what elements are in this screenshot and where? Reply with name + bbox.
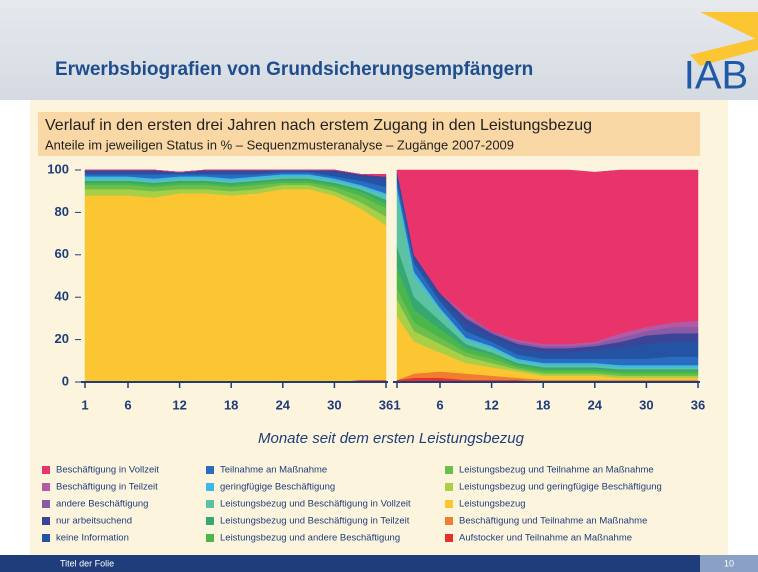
legend-swatch bbox=[445, 534, 453, 542]
x-tick-label: 36 bbox=[691, 397, 705, 412]
legend-swatch bbox=[445, 517, 453, 525]
x-tick-label: 30 bbox=[639, 397, 653, 412]
legend-label: Beschäftigung in Teilzeit bbox=[56, 482, 158, 493]
page-number-box bbox=[700, 555, 758, 572]
x-tick-label: 18 bbox=[224, 397, 238, 412]
y-tick-label: 40 bbox=[55, 289, 69, 304]
chart-subtitle: Anteile im jeweiligen Status in % – Sequ… bbox=[45, 137, 514, 152]
legend-swatch bbox=[445, 466, 453, 474]
legend-label: Leistungsbezug und geringfügige Beschäft… bbox=[459, 482, 662, 493]
legend-swatch bbox=[206, 517, 214, 525]
logo-text: IAB bbox=[684, 54, 748, 98]
logo: IAB bbox=[684, 12, 758, 98]
x-tick-label: 18 bbox=[536, 397, 550, 412]
logo-shape bbox=[690, 38, 758, 66]
chart-title: Verlauf in den ersten drei Jahren nach e… bbox=[45, 117, 592, 134]
legend-label: geringfügige Beschäftigung bbox=[220, 482, 335, 493]
x-tick-label: 1 bbox=[81, 397, 88, 412]
x-tick-label: 30 bbox=[327, 397, 341, 412]
legend-swatch bbox=[206, 466, 214, 474]
x-tick-label: 24 bbox=[588, 397, 603, 412]
area bbox=[396, 169, 699, 345]
x-tick-label: 36 bbox=[379, 397, 393, 412]
legend-label: Leistungsbezug und Teilnahme an Maßnahme bbox=[459, 465, 654, 476]
legend-label: Teilnahme an Maßnahme bbox=[220, 465, 327, 476]
y-tick-label: 100 bbox=[47, 161, 69, 176]
legend-swatch bbox=[206, 500, 214, 508]
legend-swatch bbox=[206, 483, 214, 491]
x-tick-label: 6 bbox=[124, 397, 131, 412]
logo-shape bbox=[700, 12, 758, 40]
legend-swatch bbox=[445, 483, 453, 491]
area bbox=[85, 169, 387, 177]
legend-swatch bbox=[42, 500, 50, 508]
header-band bbox=[0, 0, 758, 100]
legend-label: keine Information bbox=[56, 533, 129, 544]
plot-area bbox=[396, 169, 699, 383]
legend-label: nur arbeitsuchend bbox=[56, 516, 132, 527]
legend-label: Aufstocker und Teilnahme an Maßnahme bbox=[459, 533, 632, 544]
x-tick-label: 24 bbox=[276, 397, 291, 412]
y-tick-label: 80 bbox=[55, 204, 69, 219]
legend-label: Leistungsbezug und andere Beschäftigung bbox=[220, 533, 400, 544]
area bbox=[84, 188, 387, 383]
legend-label: Beschäftigung und Teilnahme an Maßnahme bbox=[459, 516, 647, 527]
y-tick-label: 0 bbox=[62, 373, 69, 388]
legend-label: Leistungsbezug und Beschäftigung in Voll… bbox=[220, 499, 411, 510]
footer-bar bbox=[0, 555, 758, 572]
y-tick-label: 20 bbox=[55, 331, 69, 346]
x-tick-label: 12 bbox=[172, 397, 186, 412]
x-tick-label: 6 bbox=[436, 397, 443, 412]
legend-label: andere Beschäftigung bbox=[56, 499, 148, 510]
legend-swatch bbox=[206, 534, 214, 542]
legend-swatch bbox=[445, 500, 453, 508]
legend-swatch bbox=[42, 483, 50, 491]
legend-label: Beschäftigung in Vollzeit bbox=[56, 465, 159, 476]
y-tick-label: 60 bbox=[55, 246, 69, 261]
legend-label: Leistungsbezug und Beschäftigung in Teil… bbox=[220, 516, 410, 527]
footer-text: Titel der Folie bbox=[60, 558, 114, 568]
page-number: 10 bbox=[724, 558, 734, 568]
slide-title: Erwerbsbiografien von Grundsicherungsemp… bbox=[55, 59, 533, 80]
x-tick-label: 1 bbox=[393, 397, 400, 412]
x-axis-label: Monate seit dem ersten Leistungsbezug bbox=[258, 430, 525, 447]
plot-area bbox=[84, 169, 387, 383]
chart-heading-box bbox=[38, 112, 700, 156]
legend-label: Leistungsbezug bbox=[459, 499, 526, 510]
legend-swatch bbox=[42, 534, 50, 542]
legend-swatch bbox=[42, 466, 50, 474]
legend-swatch bbox=[42, 517, 50, 525]
x-tick-label: 12 bbox=[484, 397, 498, 412]
